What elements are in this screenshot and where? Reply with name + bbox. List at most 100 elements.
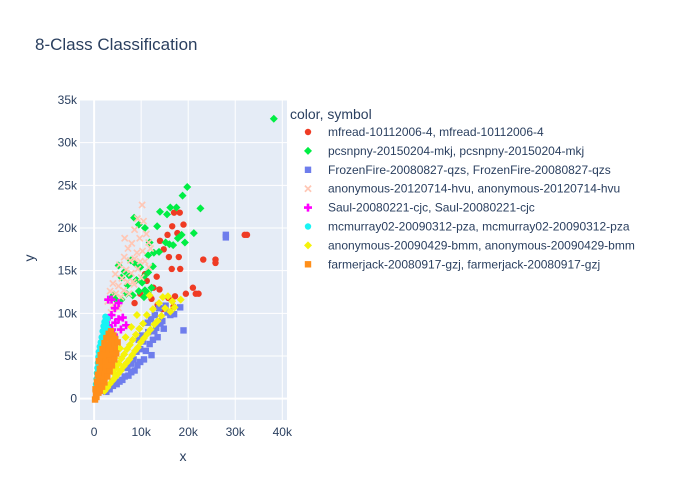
data-point — [157, 311, 166, 320]
data-point — [156, 237, 164, 244]
data-point — [170, 303, 179, 312]
data-point — [121, 234, 129, 242]
legend-item[interactable]: Saul-20080221-cjc, Saul-20080221-cjc — [304, 201, 535, 215]
data-point — [177, 265, 184, 273]
legend-item[interactable]: anonymous-20090429-bmm, anonymous-200904… — [304, 238, 635, 252]
legend-marker — [304, 128, 312, 136]
data-point — [153, 222, 162, 231]
y-tick-labels: 0 5k 10k 15k 20k 25k 30k 35k — [58, 93, 78, 406]
data-point — [212, 259, 219, 267]
data-point — [166, 203, 175, 212]
data-point — [173, 234, 182, 243]
data-point — [145, 263, 153, 271]
legend-item[interactable]: FrozenFire-20080827-qzs, FrozenFire-2008… — [304, 163, 611, 177]
data-point — [96, 365, 103, 372]
data-point — [103, 334, 110, 342]
y-tick-label: 30k — [58, 136, 78, 150]
data-point — [140, 224, 149, 232]
data-point — [175, 253, 182, 261]
data-point — [109, 382, 117, 390]
data-point — [120, 286, 128, 294]
legend-marker — [304, 203, 312, 212]
data-point — [128, 369, 135, 376]
legend-marker — [304, 146, 312, 155]
data-point — [114, 315, 123, 324]
data-point — [137, 358, 144, 366]
data-point — [135, 336, 143, 343]
y-tick-label: 0 — [70, 392, 77, 406]
data-point — [102, 369, 109, 377]
data-point — [106, 287, 114, 295]
x-tick-label: 0 — [91, 425, 98, 439]
legend-marker — [304, 261, 312, 268]
data-point — [150, 320, 159, 329]
data-point — [128, 291, 137, 300]
data-point — [145, 291, 154, 300]
data-point — [142, 230, 151, 238]
legend-item[interactable]: pcsnpny-20150204-mkj, pcsnpny-20150204-m… — [304, 144, 584, 158]
data-point — [151, 311, 159, 319]
data-point — [102, 347, 110, 355]
legend-marker — [304, 185, 312, 193]
data-point — [243, 231, 251, 239]
data-point — [111, 318, 120, 327]
legend-item[interactable]: anonymous-20120714-hvu, anonymous-201207… — [304, 182, 620, 196]
data-point — [136, 234, 144, 242]
data-point — [195, 290, 202, 297]
x-tick-labels: 0 10k 20k 30k 40k — [91, 425, 293, 439]
y-tick-label: 25k — [58, 178, 78, 192]
data-point — [112, 290, 120, 298]
data-point — [153, 273, 160, 280]
data-point — [134, 287, 143, 296]
data-point — [170, 310, 178, 318]
data-point — [168, 265, 175, 273]
legend-item[interactable]: mcmurray02-20090312-pza, mcmurray02-2009… — [304, 220, 630, 234]
data-point — [139, 319, 148, 328]
data-point — [146, 340, 153, 348]
data-point — [127, 269, 135, 277]
data-point — [139, 217, 148, 225]
x-tick-label: 10k — [131, 425, 151, 439]
data-point — [108, 362, 116, 369]
legend-item[interactable]: mfread-10112006-4, mfread-10112006-4 — [304, 125, 544, 139]
data-point — [135, 324, 144, 333]
data-point — [170, 209, 178, 216]
data-point — [107, 336, 115, 343]
data-point — [160, 325, 167, 332]
data-point — [94, 371, 102, 378]
data-point — [131, 299, 138, 307]
data-point — [183, 183, 192, 192]
data-point — [189, 229, 198, 238]
data-point — [106, 346, 114, 354]
legend[interactable]: color, symbol mfread-10112006-4, mfread-… — [290, 106, 635, 271]
data-point — [132, 311, 141, 320]
data-point — [101, 340, 108, 347]
data-point — [155, 247, 164, 256]
data-point — [116, 325, 125, 334]
y-tick-label: 20k — [58, 221, 78, 235]
data-point — [137, 273, 145, 282]
legend-marker — [304, 166, 312, 173]
data-point — [180, 327, 187, 334]
data-point — [117, 293, 125, 301]
legend-label: anonymous-20090429-bmm, anonymous-200904… — [328, 238, 635, 252]
legend-label: FrozenFire-20080827-qzs, FrozenFire-2008… — [328, 163, 611, 177]
data-point — [128, 239, 136, 248]
data-point — [133, 214, 142, 223]
data-point — [155, 299, 164, 308]
data-point — [161, 304, 170, 313]
data-point — [149, 336, 157, 343]
data-points — [91, 114, 278, 403]
legend-item[interactable]: farmerjack-20080917-gzj, farmerjack-2008… — [304, 257, 600, 271]
data-point — [138, 201, 146, 209]
data-point — [114, 299, 123, 308]
data-point — [154, 334, 161, 341]
data-point — [124, 364, 131, 372]
data-point — [145, 238, 153, 247]
data-point — [120, 253, 128, 261]
data-point — [109, 340, 117, 348]
data-point — [144, 319, 151, 326]
data-point — [97, 351, 104, 359]
data-point — [178, 191, 187, 200]
data-point — [165, 253, 173, 261]
